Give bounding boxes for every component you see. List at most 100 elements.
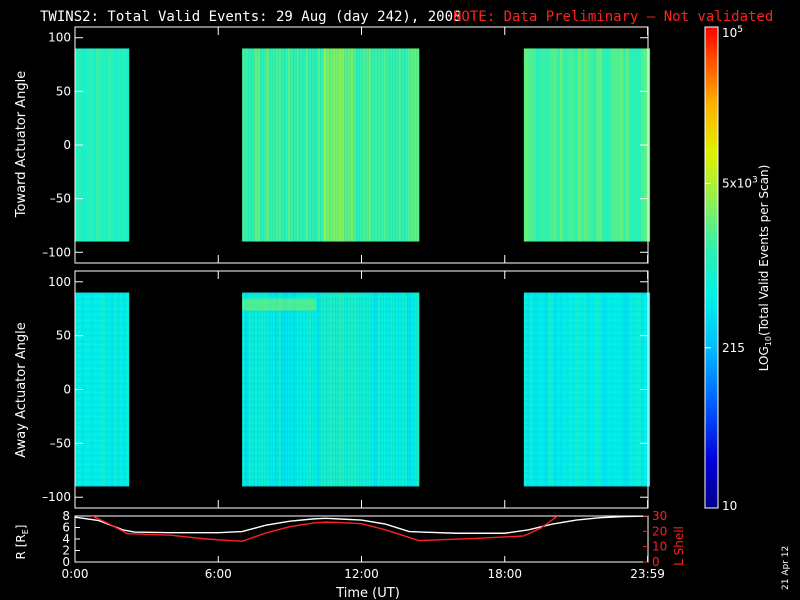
heatmap-strip — [105, 48, 109, 242]
heatmap-strip — [117, 48, 121, 242]
heatmap-strip — [350, 292, 354, 487]
heatmap-strip — [120, 292, 124, 487]
heatmap-band — [523, 292, 648, 295]
heatmap-strip — [553, 48, 558, 242]
y-tick-label: 100 — [48, 275, 71, 289]
colorbar-label: LOG10(Total Valid Events per Scan) — [757, 165, 773, 372]
heatmap-strip — [341, 48, 345, 242]
heatmap-band — [242, 322, 419, 325]
heatmap-band — [75, 352, 127, 355]
heatmap-band — [75, 328, 127, 331]
heatmap-band — [75, 298, 127, 301]
side-date: 21 Apr 12 — [781, 546, 791, 590]
heatmap-band — [523, 418, 648, 421]
heatmap-strip — [332, 292, 336, 487]
heatmap-band — [75, 364, 127, 367]
heatmap-strip — [263, 292, 267, 487]
heatmap-strip — [302, 292, 306, 487]
heatmap-strip — [311, 48, 315, 242]
heatmap-band — [242, 316, 419, 319]
heatmap-strip — [293, 48, 297, 242]
heatmap-strip — [613, 48, 618, 242]
heatmap-strip — [410, 48, 414, 242]
heatmap-strip — [622, 48, 627, 242]
preliminary-note: NOTE: Data Preliminary – Not validated — [453, 9, 773, 25]
heatmap-band — [523, 304, 648, 307]
heatmap-band — [75, 418, 127, 421]
heatmap-strip — [257, 292, 261, 487]
heatmap-strip — [529, 292, 534, 487]
heatmap-band — [242, 358, 419, 361]
heatmap-strip — [320, 48, 324, 242]
heatmap-strip — [114, 292, 118, 487]
heatmap-strip — [398, 48, 402, 242]
heatmap-strip — [338, 292, 342, 487]
heatmap-strip — [634, 292, 639, 487]
heatmap-strip — [580, 292, 585, 487]
heatmap-band — [523, 454, 648, 457]
heatmap-strip — [242, 292, 246, 487]
colorbar-ticks: 105 5x103 215 10 — [705, 25, 758, 513]
heatmap-strip — [634, 48, 639, 242]
heatmap-band — [523, 340, 648, 343]
heatmap-strip — [616, 292, 621, 487]
heatmap-strip — [248, 48, 252, 242]
colorbar-tick-label: 105 — [722, 25, 743, 40]
heatmap-strip — [102, 292, 106, 487]
heatmap-strip — [248, 292, 252, 487]
heatmap-strip — [254, 292, 258, 487]
heatmap-strip — [350, 48, 354, 242]
heatmap-strip — [535, 48, 540, 242]
heatmap-strip — [93, 292, 97, 487]
heatmap-strip — [574, 48, 579, 242]
heatmap-band — [75, 292, 127, 295]
heatmap-strip — [586, 48, 591, 242]
heatmap-band — [75, 394, 127, 397]
heatmap-strip — [550, 292, 555, 487]
heatmap-strip — [302, 48, 306, 242]
heatmap-strip — [610, 292, 615, 487]
y-tick-label: 2 — [62, 544, 70, 558]
heatmap-band — [523, 424, 648, 427]
heatmap-strip — [368, 292, 372, 487]
heatmap-strip — [386, 292, 390, 487]
heatmap-strip — [84, 48, 88, 242]
heatmap-strip — [344, 48, 348, 242]
y-tick-label: 0 — [63, 138, 71, 152]
heatmap-strip — [290, 48, 294, 242]
heatmap-strip — [404, 48, 408, 242]
heatmap-strip — [371, 48, 375, 242]
heatmap-strip — [332, 48, 336, 242]
y-tick-label: 0 — [62, 555, 70, 569]
heatmap-strip — [314, 48, 318, 242]
heatmap-strip — [335, 292, 339, 487]
heatmap-strip — [601, 48, 606, 242]
heatmap-strip — [532, 48, 537, 242]
heatmap-strip — [272, 48, 276, 242]
heatmap-strip — [269, 48, 273, 242]
heatmap-strip — [293, 292, 297, 487]
heatmap-strip — [296, 292, 300, 487]
heatmap-strip — [284, 292, 288, 487]
heatmap-band — [242, 394, 419, 397]
heatmap-band — [523, 448, 648, 451]
heatmap-band — [75, 334, 127, 337]
heatmap-strip — [245, 48, 249, 242]
heatmap-band — [242, 442, 419, 445]
heatmap-strip — [272, 292, 276, 487]
heatmap-band — [75, 448, 127, 451]
toward-ylabel: Toward Actuator Angle — [14, 71, 29, 218]
heatmap-strip — [571, 292, 576, 487]
heatmap-strip — [598, 292, 603, 487]
heatmap-strip — [290, 292, 294, 487]
heatmap-strip — [565, 48, 570, 242]
heatmap-band — [242, 412, 419, 415]
heatmap-band — [242, 388, 419, 391]
colorbar-tick-label: 10 — [722, 499, 737, 513]
heatmap-band — [523, 364, 648, 367]
heatmap-patch — [242, 298, 317, 311]
heatmap-strip — [538, 292, 543, 487]
heatmap-strip — [87, 48, 91, 242]
heatmap-strip — [610, 48, 615, 242]
y2-tick-label: 0 — [652, 555, 660, 569]
